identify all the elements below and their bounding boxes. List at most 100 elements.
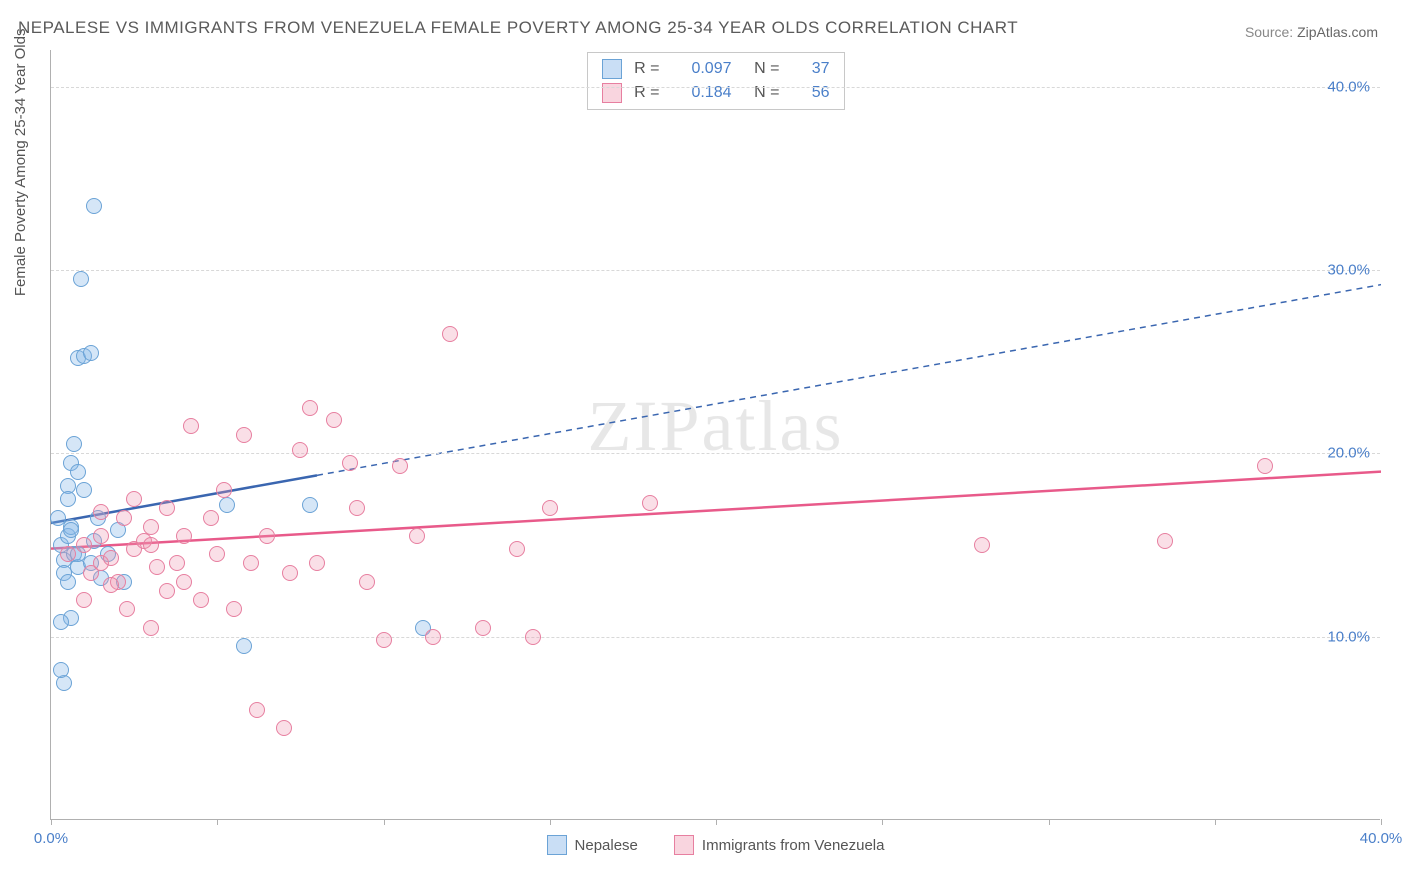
- stat-r-label: R =: [632, 60, 660, 78]
- plot-area: ZIPatlas R =0.097N =37R =0.184N =56 Nepa…: [50, 50, 1380, 820]
- data-point: [1157, 533, 1173, 549]
- data-point: [1257, 458, 1273, 474]
- data-point: [116, 510, 132, 526]
- x-tick: [550, 819, 551, 825]
- data-point: [203, 510, 219, 526]
- data-point: [83, 345, 99, 361]
- data-point: [642, 495, 658, 511]
- data-point: [70, 464, 86, 480]
- data-point: [259, 528, 275, 544]
- data-point: [974, 537, 990, 553]
- data-point: [276, 720, 292, 736]
- data-point: [126, 491, 142, 507]
- data-point: [509, 541, 525, 557]
- gridline: [51, 637, 1380, 638]
- data-point: [243, 555, 259, 571]
- data-point: [159, 500, 175, 516]
- data-point: [542, 500, 558, 516]
- stat-n-label: N =: [750, 60, 780, 78]
- x-tick: [882, 819, 883, 825]
- gridline: [51, 270, 1380, 271]
- data-point: [76, 592, 92, 608]
- data-point: [219, 497, 235, 513]
- data-point: [93, 504, 109, 520]
- stats-row: R = 0.097 N = 37: [602, 57, 830, 81]
- data-point: [209, 546, 225, 562]
- legend-label: Nepalese: [575, 837, 638, 854]
- data-point: [143, 537, 159, 553]
- bottom-legend: Nepalese Immigrants from Venezuela: [51, 835, 1380, 855]
- data-point: [73, 271, 89, 287]
- data-point: [60, 546, 76, 562]
- data-point: [236, 427, 252, 443]
- data-point: [119, 601, 135, 617]
- data-point: [53, 614, 69, 630]
- stat-n-value: 37: [790, 60, 830, 78]
- chart-source: Source: ZipAtlas.com: [1245, 24, 1378, 40]
- gridline: [51, 87, 1380, 88]
- data-point: [342, 455, 358, 471]
- stats-row: R =0.184N =56: [602, 81, 830, 105]
- data-point: [176, 528, 192, 544]
- x-tick: [217, 819, 218, 825]
- data-point: [66, 436, 82, 452]
- data-point: [475, 620, 491, 636]
- data-point: [236, 638, 252, 654]
- stat-r-value: 0.097: [670, 60, 732, 78]
- x-tick-label: 0.0%: [34, 830, 68, 847]
- x-tick: [384, 819, 385, 825]
- data-point: [392, 458, 408, 474]
- x-tick: [1215, 819, 1216, 825]
- source-value: ZipAtlas.com: [1297, 24, 1378, 40]
- data-point: [86, 198, 102, 214]
- data-point: [376, 632, 392, 648]
- data-point: [525, 629, 541, 645]
- data-point: [60, 491, 76, 507]
- data-point: [302, 400, 318, 416]
- data-point: [302, 497, 318, 513]
- data-point: [176, 574, 192, 590]
- data-point: [60, 574, 76, 590]
- data-point: [442, 326, 458, 342]
- data-point: [193, 592, 209, 608]
- stats-legend-box: R = 0.097 N = 37 R =0.184N =56: [587, 52, 845, 110]
- data-point: [76, 537, 92, 553]
- data-point: [409, 528, 425, 544]
- data-point: [169, 555, 185, 571]
- data-point: [143, 519, 159, 535]
- data-point: [249, 702, 265, 718]
- data-point: [76, 482, 92, 498]
- data-point: [93, 528, 109, 544]
- x-tick: [1381, 819, 1382, 825]
- legend-item: Nepalese: [547, 835, 638, 855]
- watermark: ZIPatlas: [588, 385, 844, 468]
- data-point: [183, 418, 199, 434]
- gridline: [51, 453, 1380, 454]
- legend-swatch: [674, 835, 694, 855]
- y-axis-label: Female Poverty Among 25-34 Year Olds: [12, 29, 29, 297]
- y-tick-label: 10.0%: [1327, 628, 1370, 645]
- source-label: Source:: [1245, 24, 1293, 40]
- data-point: [309, 555, 325, 571]
- legend-label: Immigrants from Venezuela: [702, 837, 885, 854]
- y-tick-label: 20.0%: [1327, 445, 1370, 462]
- data-point: [349, 500, 365, 516]
- data-point: [425, 629, 441, 645]
- x-tick: [1049, 819, 1050, 825]
- data-point: [159, 583, 175, 599]
- data-point: [63, 522, 79, 538]
- data-point: [216, 482, 232, 498]
- data-point: [226, 601, 242, 617]
- x-tick: [716, 819, 717, 825]
- x-tick-label: 40.0%: [1360, 830, 1403, 847]
- legend-swatch: [602, 59, 622, 79]
- y-tick-label: 40.0%: [1327, 78, 1370, 95]
- data-point: [103, 577, 119, 593]
- data-point: [103, 550, 119, 566]
- chart-title: NEPALESE VS IMMIGRANTS FROM VENEZUELA FE…: [18, 18, 1018, 38]
- data-point: [149, 559, 165, 575]
- data-point: [53, 662, 69, 678]
- x-tick: [51, 819, 52, 825]
- correlation-chart: NEPALESE VS IMMIGRANTS FROM VENEZUELA FE…: [0, 0, 1406, 892]
- legend-item: Immigrants from Venezuela: [674, 835, 885, 855]
